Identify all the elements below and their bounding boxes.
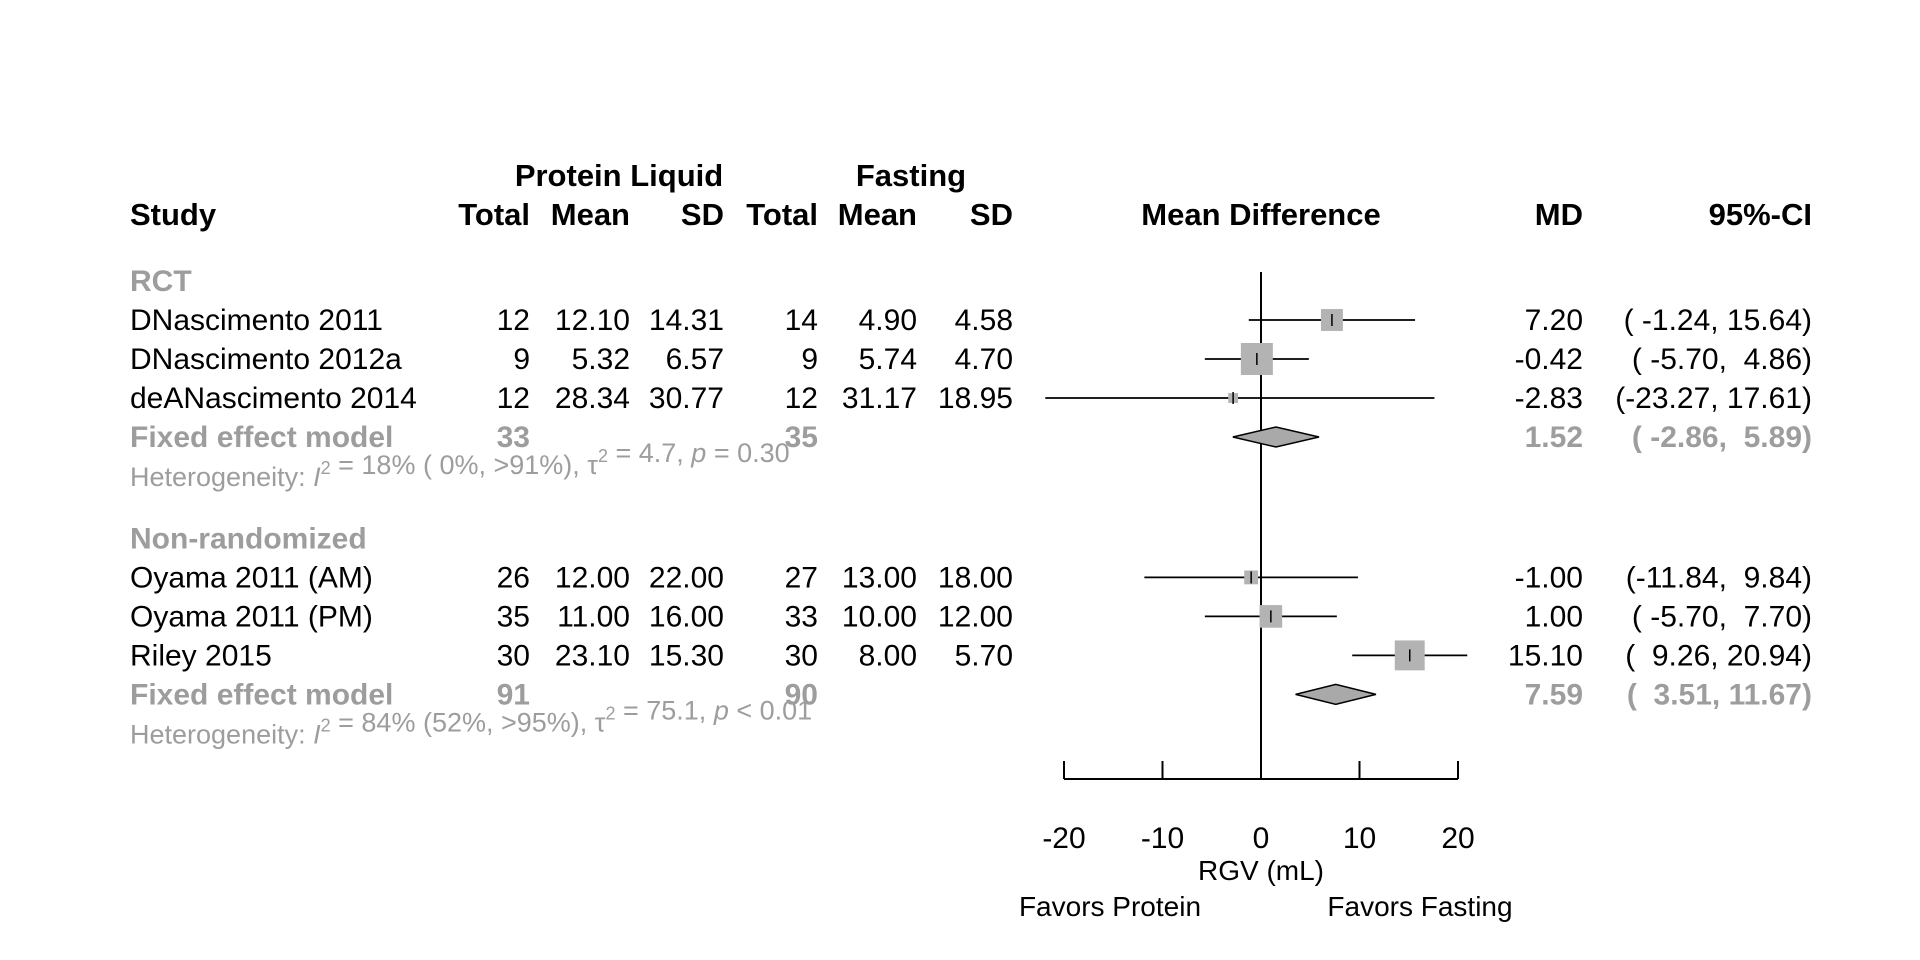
subgroup-heading: Non-randomized bbox=[130, 522, 367, 555]
total1-value: 12 bbox=[497, 382, 530, 415]
study-name: Oyama 2011 (PM) bbox=[130, 600, 373, 633]
total1-value: 35 bbox=[497, 600, 530, 633]
x-tick-label: 0 bbox=[1253, 822, 1270, 855]
md-value: -1.00 bbox=[1515, 561, 1583, 594]
sd2-value: 4.70 bbox=[955, 343, 1013, 376]
x-tick-label: 10 bbox=[1343, 822, 1376, 855]
subgroup-heading: RCT bbox=[130, 265, 192, 298]
mean1-value: 28.34 bbox=[555, 382, 630, 415]
total2-value: 33 bbox=[785, 600, 818, 633]
total2-value: 14 bbox=[785, 304, 818, 337]
effect-header: Mean Difference bbox=[1141, 197, 1380, 232]
summary-diamond bbox=[1232, 426, 1320, 448]
md-header: MD bbox=[1535, 197, 1583, 232]
total2-value: 12 bbox=[785, 382, 818, 415]
fixed-ci: ( 3.51, 11.67) bbox=[1627, 678, 1812, 711]
ci-value: ( 9.26, 20.94) bbox=[1625, 639, 1812, 672]
total2-value: 27 bbox=[785, 561, 818, 594]
study-name: deANascimento 2014 bbox=[130, 382, 417, 415]
mean1-value: 12.10 bbox=[555, 304, 630, 337]
ci-header: 95%-CI bbox=[1709, 197, 1812, 232]
fixed-total1: 33 bbox=[497, 421, 530, 454]
ci-value: (-11.84, 9.84) bbox=[1626, 561, 1812, 594]
study-name: DNascimento 2012a bbox=[130, 343, 402, 376]
x-axis-label: RGV (mL) bbox=[1198, 855, 1324, 886]
group2-header: Fasting bbox=[856, 158, 966, 193]
favors-right-label: Favors Fasting bbox=[1327, 891, 1512, 922]
md-value: 1.00 bbox=[1525, 600, 1583, 633]
favors-left-label: Favors Protein bbox=[1019, 891, 1201, 922]
sd2-value: 12.00 bbox=[938, 600, 1013, 633]
sd1-value: 6.57 bbox=[666, 343, 724, 376]
ci-value: ( -1.24, 15.64) bbox=[1624, 304, 1812, 337]
sd1-value: 30.77 bbox=[649, 382, 724, 415]
heterogeneity-text: Heterogeneity: I2 = 84% (52%, >95%), τ2 … bbox=[130, 695, 812, 749]
sd2-value: 18.95 bbox=[938, 382, 1013, 415]
md-value: -0.42 bbox=[1515, 343, 1583, 376]
sd1-value: 15.30 bbox=[649, 639, 724, 672]
mean1-value: 5.32 bbox=[572, 343, 630, 376]
heterogeneity-text: Heterogeneity: I2 = 18% ( 0%, >91%), τ2 … bbox=[130, 438, 790, 492]
summary-diamond bbox=[1295, 683, 1377, 706]
md-value: -2.83 bbox=[1515, 382, 1583, 415]
total1-value: 12 bbox=[497, 304, 530, 337]
mean2-value: 13.00 bbox=[842, 561, 917, 594]
sd2-value: 4.58 bbox=[955, 304, 1013, 337]
fixed-md: 1.52 bbox=[1525, 421, 1583, 454]
fixed-total2: 35 bbox=[785, 421, 818, 454]
sd1-value: 22.00 bbox=[649, 561, 724, 594]
mean1-value: 11.00 bbox=[557, 600, 630, 633]
fixed-effect-label: Fixed effect model bbox=[130, 678, 393, 711]
study-name: Oyama 2011 (AM) bbox=[130, 561, 373, 594]
ci-value: ( -5.70, 7.70) bbox=[1632, 600, 1812, 633]
x-tick-label: -10 bbox=[1141, 822, 1184, 855]
md-value: 15.10 bbox=[1508, 639, 1583, 672]
ci-value: ( -5.70, 4.86) bbox=[1632, 343, 1812, 376]
x-tick-label: -20 bbox=[1042, 822, 1085, 855]
mean2-value: 31.17 bbox=[842, 382, 917, 415]
fixed-md: 7.59 bbox=[1525, 678, 1583, 711]
study-name: Riley 2015 bbox=[130, 639, 272, 672]
mean1-value: 12.00 bbox=[555, 561, 630, 594]
mean2-value: 8.00 bbox=[859, 639, 917, 672]
total1-value: 30 bbox=[497, 639, 530, 672]
total1-value: 26 bbox=[497, 561, 530, 594]
total2-value: 9 bbox=[801, 343, 818, 376]
total1-value: 9 bbox=[513, 343, 530, 376]
x-tick-label: 20 bbox=[1441, 822, 1474, 855]
mean1-value: 23.10 bbox=[555, 639, 630, 672]
md-value: 7.20 bbox=[1525, 304, 1583, 337]
total2-value: 30 bbox=[785, 639, 818, 672]
sd2-header: SD bbox=[970, 197, 1013, 232]
fixed-total2: 90 bbox=[785, 678, 818, 711]
mean2-value: 5.74 bbox=[859, 343, 917, 376]
sd1-value: 14.31 bbox=[649, 304, 724, 337]
mean1-header: Mean bbox=[551, 197, 630, 232]
study-header: Study bbox=[130, 197, 217, 232]
mean2-header: Mean bbox=[838, 197, 917, 232]
sd2-value: 18.00 bbox=[938, 561, 1013, 594]
ci-value: (-23.27, 17.61) bbox=[1615, 382, 1812, 415]
fixed-effect-label: Fixed effect model bbox=[130, 421, 393, 454]
sd1-value: 16.00 bbox=[649, 600, 724, 633]
fixed-total1: 91 bbox=[497, 678, 530, 711]
fixed-ci: ( -2.86, 5.89) bbox=[1632, 421, 1812, 454]
study-name: DNascimento 2011 bbox=[130, 304, 383, 337]
sd2-value: 5.70 bbox=[955, 639, 1013, 672]
total1-header: Total bbox=[458, 197, 530, 232]
mean2-value: 4.90 bbox=[859, 304, 917, 337]
total2-header: Total bbox=[746, 197, 818, 232]
mean2-value: 10.00 bbox=[842, 600, 917, 633]
sd1-header: SD bbox=[681, 197, 724, 232]
group1-header: Protein Liquid bbox=[515, 158, 723, 193]
